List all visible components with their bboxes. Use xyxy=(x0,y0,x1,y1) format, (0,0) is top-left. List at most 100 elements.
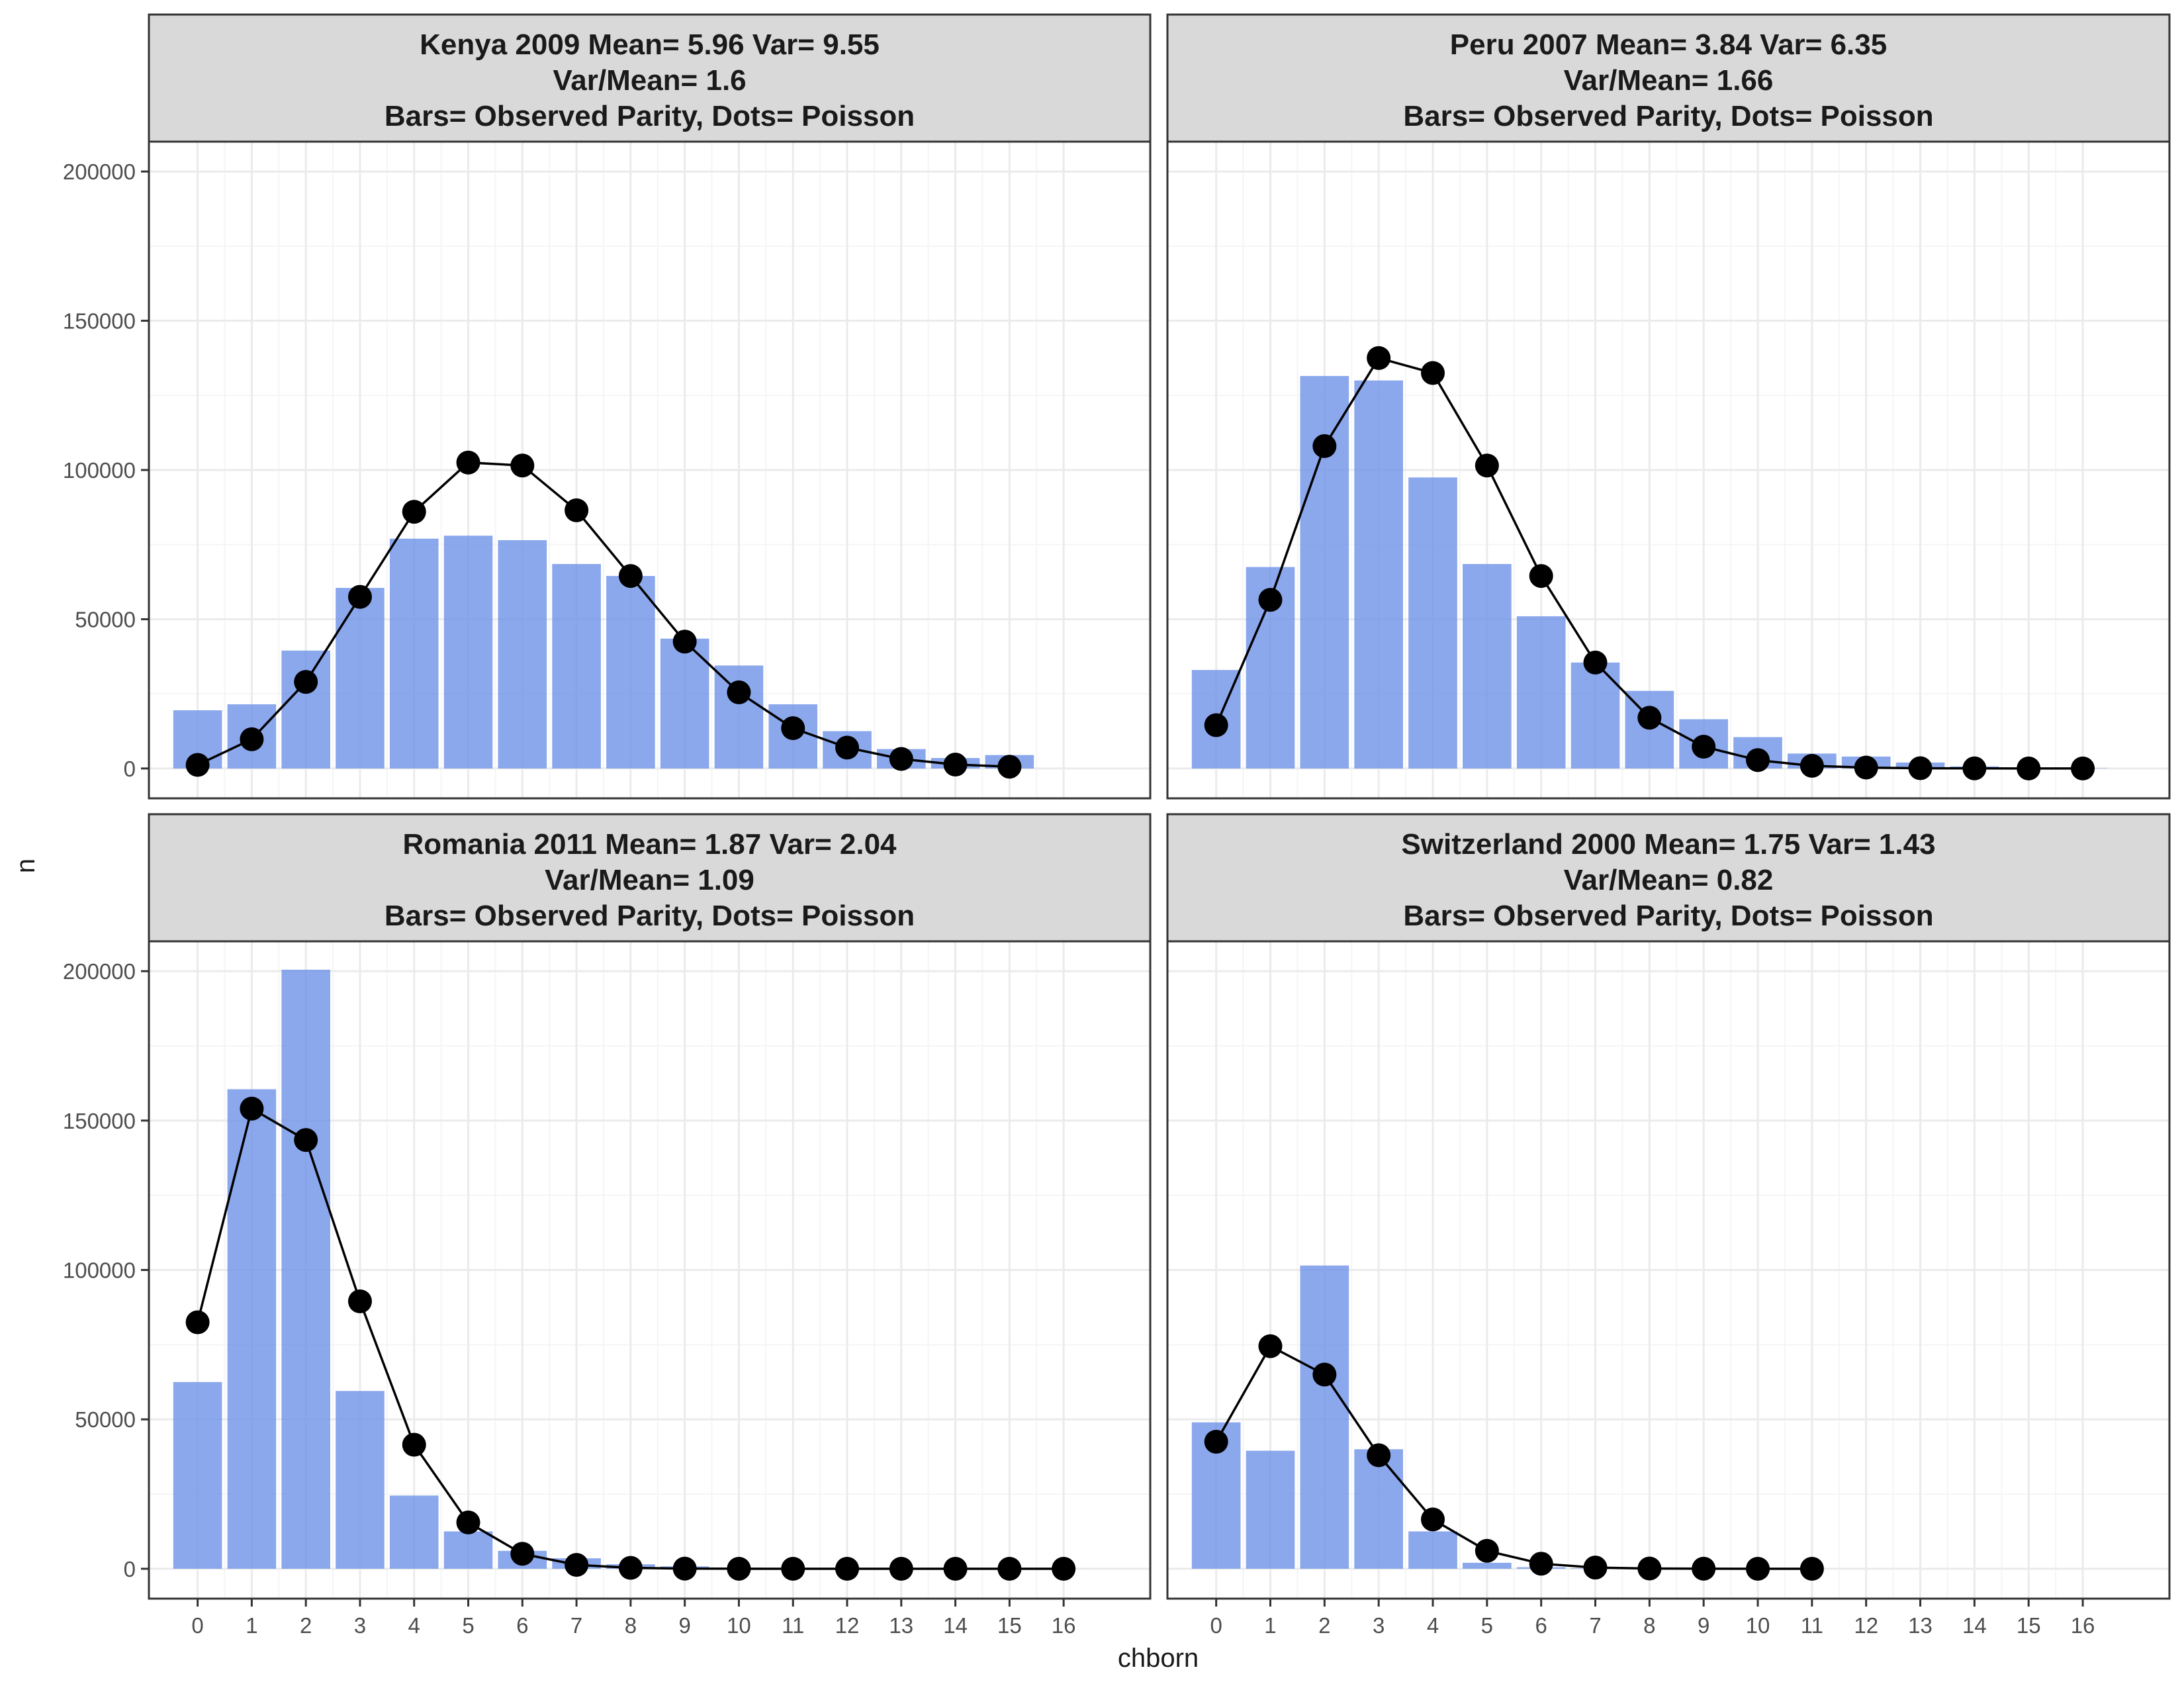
x-tick-label: 8 xyxy=(625,1613,637,1638)
x-tick-label: 6 xyxy=(1535,1613,1547,1638)
x-tick-label: 15 xyxy=(997,1613,1022,1638)
x-tick-label: 9 xyxy=(678,1613,690,1638)
x-tick-label: 5 xyxy=(462,1613,474,1638)
observed-bar xyxy=(336,588,385,769)
poisson-dot xyxy=(1692,734,1716,759)
poisson-dot xyxy=(1258,1334,1283,1358)
poisson-dot xyxy=(618,1556,643,1580)
poisson-dot xyxy=(997,755,1022,779)
poisson-dot xyxy=(1204,713,1228,737)
facet-strip-title: Romania 2011 Mean= 1.87 Var= 2.04 xyxy=(402,828,897,861)
observed-bar xyxy=(1463,564,1512,769)
observed-bar xyxy=(173,1382,222,1569)
facet-panel: Peru 2007 Mean= 3.84 Var= 6.35Var/Mean= … xyxy=(1166,13,2171,800)
poisson-dot xyxy=(510,1542,535,1566)
poisson-dot xyxy=(672,630,697,654)
facet-panel: Kenya 2009 Mean= 5.96 Var= 9.55Var/Mean=… xyxy=(63,13,1152,800)
x-tick-label: 15 xyxy=(2017,1613,2041,1638)
poisson-dot xyxy=(402,500,426,524)
poisson-dot xyxy=(565,1552,589,1577)
x-tick-label: 3 xyxy=(1373,1613,1385,1638)
y-axis-title: n xyxy=(11,859,40,873)
y-tick-label: 50000 xyxy=(75,1407,136,1432)
observed-bar xyxy=(1246,1450,1295,1569)
poisson-dot xyxy=(727,680,751,704)
x-tick-label: 0 xyxy=(191,1613,203,1638)
observed-bar xyxy=(281,969,330,1569)
poisson-dot xyxy=(1854,755,1878,780)
facet-strip xyxy=(1166,813,2171,943)
x-tick-label: 12 xyxy=(1854,1613,1878,1638)
x-tick-label: 14 xyxy=(1962,1613,1987,1638)
observed-bar xyxy=(1408,1531,1457,1569)
observed-bar xyxy=(660,638,709,769)
poisson-dot xyxy=(402,1432,426,1457)
facet-strip-title: Switzerland 2000 Mean= 1.75 Var= 1.43 xyxy=(1401,828,1935,861)
x-tick-label: 14 xyxy=(943,1613,968,1638)
poisson-dot xyxy=(943,1556,968,1581)
poisson-dot xyxy=(1799,753,1824,778)
x-tick-label: 16 xyxy=(2071,1613,2095,1638)
facet-strip-title: Var/Mean= 1.6 xyxy=(553,64,746,97)
poisson-dot xyxy=(943,753,968,777)
observed-bar xyxy=(443,1531,493,1569)
x-tick-label: 6 xyxy=(516,1613,528,1638)
poisson-dot xyxy=(1052,1556,1076,1581)
poisson-dot xyxy=(997,1556,1022,1581)
facet-strip-title: Bars= Observed Parity, Dots= Poisson xyxy=(1403,900,1933,932)
x-tick-label: 4 xyxy=(1427,1613,1439,1638)
poisson-dot xyxy=(1204,1430,1228,1454)
poisson-dot xyxy=(1312,1362,1337,1387)
poisson-dot xyxy=(1746,1556,1770,1581)
x-tick-label: 12 xyxy=(835,1613,860,1638)
facet-strip-title: Var/Mean= 1.66 xyxy=(1564,64,1774,97)
facet-strip xyxy=(1166,13,2171,143)
x-tick-label: 10 xyxy=(1746,1613,1770,1638)
poisson-dot xyxy=(1312,434,1337,458)
observed-bar xyxy=(227,1089,277,1569)
x-tick-label: 9 xyxy=(1698,1613,1709,1638)
poisson-dot xyxy=(1583,1556,1608,1580)
x-tick-label: 16 xyxy=(1052,1613,1076,1638)
x-tick-label: 8 xyxy=(1643,1613,1655,1638)
x-tick-label: 2 xyxy=(300,1613,312,1638)
poisson-dot xyxy=(1475,453,1499,478)
observed-bar xyxy=(1408,477,1457,769)
y-tick-label: 200000 xyxy=(63,160,136,184)
poisson-dot xyxy=(889,1556,913,1581)
y-tick-label: 150000 xyxy=(63,309,136,334)
poisson-dot xyxy=(2071,756,2095,780)
x-tick-label: 4 xyxy=(408,1613,420,1638)
poisson-dot xyxy=(240,1096,264,1121)
poisson-dot xyxy=(185,1310,210,1335)
poisson-dot xyxy=(1637,1556,1662,1581)
poisson-dot xyxy=(294,670,318,694)
facet-strip-title: Var/Mean= 0.82 xyxy=(1564,864,1774,896)
poisson-dot xyxy=(1583,650,1608,675)
x-tick-label: 13 xyxy=(889,1613,913,1638)
poisson-dot xyxy=(1421,361,1445,385)
x-tick-label: 7 xyxy=(570,1613,582,1638)
x-tick-label: 11 xyxy=(782,1613,804,1638)
panels: Kenya 2009 Mean= 5.96 Var= 9.55Var/Mean=… xyxy=(63,13,2171,1638)
y-tick-label: 100000 xyxy=(63,458,136,483)
observed-bar xyxy=(1300,1265,1349,1569)
poisson-dot xyxy=(185,753,210,777)
poisson-dot xyxy=(835,735,860,760)
facet-strip-title: Var/Mean= 1.09 xyxy=(545,864,754,896)
poisson-dot xyxy=(1529,1552,1553,1576)
poisson-dot xyxy=(240,727,264,751)
observed-bar xyxy=(443,536,493,769)
poisson-dot xyxy=(1367,1443,1391,1468)
facet-panel: Switzerland 2000 Mean= 1.75 Var= 1.43Var… xyxy=(1166,813,2171,1638)
poisson-dot xyxy=(565,498,589,522)
poisson-dot xyxy=(835,1556,860,1581)
observed-bar xyxy=(552,564,601,769)
observed-bar xyxy=(606,576,655,769)
poisson-dot xyxy=(294,1128,318,1152)
y-tick-label: 50000 xyxy=(75,607,136,632)
observed-bar xyxy=(389,538,439,769)
observed-bar xyxy=(1625,690,1674,769)
poisson-dot xyxy=(2017,756,2041,780)
